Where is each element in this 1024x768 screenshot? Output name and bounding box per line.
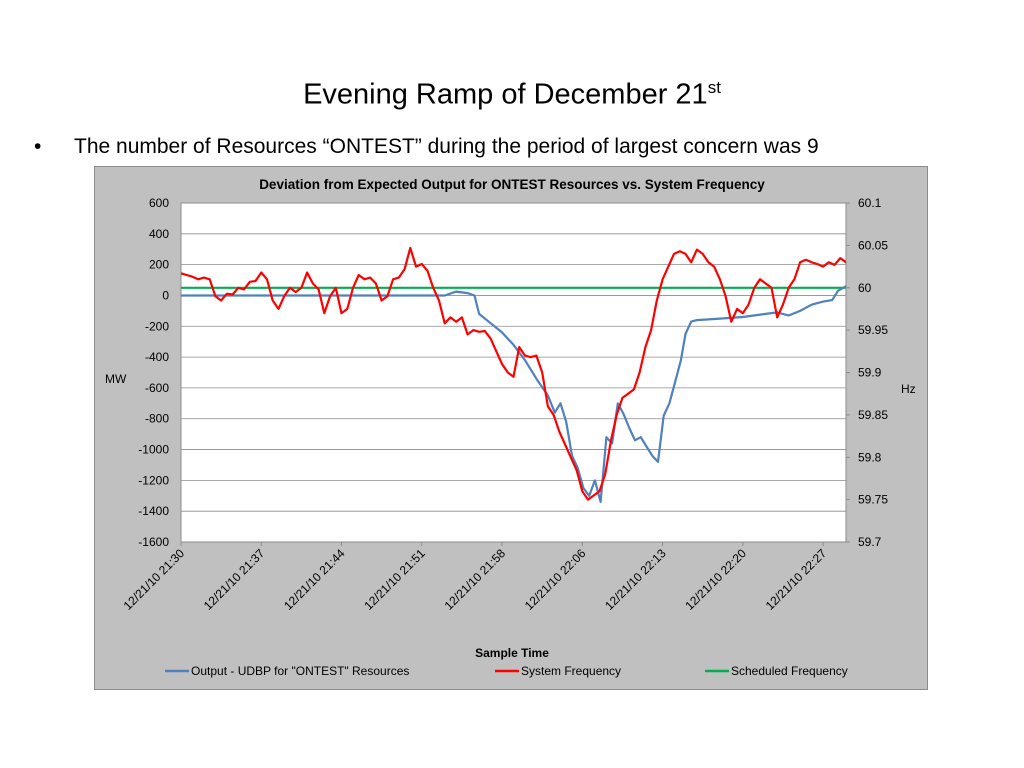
slide-title-superscript: st <box>707 78 721 97</box>
x-axis-label: Sample Time <box>475 646 549 660</box>
x-tick-label: 12/21/10 21:44 <box>281 546 348 613</box>
y-tick-label: -600 <box>145 381 169 395</box>
y-tick-label: -1000 <box>138 443 169 457</box>
y-tick-label: -200 <box>145 319 169 333</box>
y-axis-label: MW <box>105 372 127 386</box>
legend-label-output-udbp-for-ontest-resources: Output - UDBP for "ONTEST" Resources <box>191 664 409 678</box>
bullet-dot: • <box>34 135 42 158</box>
y-tick-label: -1400 <box>138 504 169 518</box>
bullet-point: • The number of Resources “ONTEST” during… <box>34 135 819 159</box>
y-tick-label: -1600 <box>138 535 169 549</box>
y2-tick-label: 59.95 <box>858 323 888 337</box>
slide-title-text: Evening Ramp of December 21 <box>303 78 708 111</box>
x-tick-label: 12/21/10 22:27 <box>763 546 830 613</box>
y-tick-label: -1200 <box>138 473 169 487</box>
x-tick-label: 12/21/10 21:51 <box>361 546 428 613</box>
chart-title: Deviation from Expected Output for ONTES… <box>259 177 765 192</box>
y-tick-label: 600 <box>149 196 169 210</box>
legend-label-system-frequency: System Frequency <box>521 664 621 678</box>
y2-tick-label: 59.8 <box>858 450 882 464</box>
bullet-text: The number of Resources “ONTEST” during … <box>74 135 819 158</box>
chart-container: 600 400 200 0 -200 -400 -600 -800 -1000 -1200 -140… <box>94 166 928 690</box>
y-tick-label: 0 <box>162 288 169 302</box>
x-tick-label: 12/21/10 22:13 <box>602 546 669 613</box>
x-tick-label: 12/21/10 21:30 <box>121 546 188 613</box>
x-tick-label: 12/21/10 22:20 <box>682 546 749 613</box>
y-tick-label: -800 <box>145 412 169 426</box>
series-line-system-frequency <box>181 246 846 501</box>
y-tick-label: -400 <box>145 350 169 364</box>
y2-tick-label: 59.9 <box>858 366 882 380</box>
y2-axis-label: Hz <box>901 382 916 396</box>
x-tick-label: 12/21/10 22:06 <box>522 546 589 613</box>
y2-tick-label: 60.1 <box>858 196 882 210</box>
series-line-output-udbp-for-ontest-resources <box>181 285 846 503</box>
y2-tick-label: 59.75 <box>858 493 888 507</box>
y2-tick-label: 59.7 <box>858 535 882 549</box>
slide-title: Evening Ramp of December 21st <box>0 78 1024 112</box>
x-tick-label: 12/21/10 21:58 <box>442 546 509 613</box>
y2-tick-label: 60.05 <box>858 238 888 252</box>
chart-svg: 600 400 200 0 -200 -400 -600 -800 -1000 -1200 -140… <box>105 177 916 678</box>
y-tick-label: 200 <box>149 258 169 272</box>
y2-tick-label: 59.85 <box>858 408 888 422</box>
y-tick-label: 400 <box>149 227 169 241</box>
legend-label-scheduled-frequency: Scheduled Frequency <box>731 664 848 678</box>
x-tick-label: 12/21/10 21:37 <box>201 546 268 613</box>
y2-tick-label: 60 <box>858 281 872 295</box>
